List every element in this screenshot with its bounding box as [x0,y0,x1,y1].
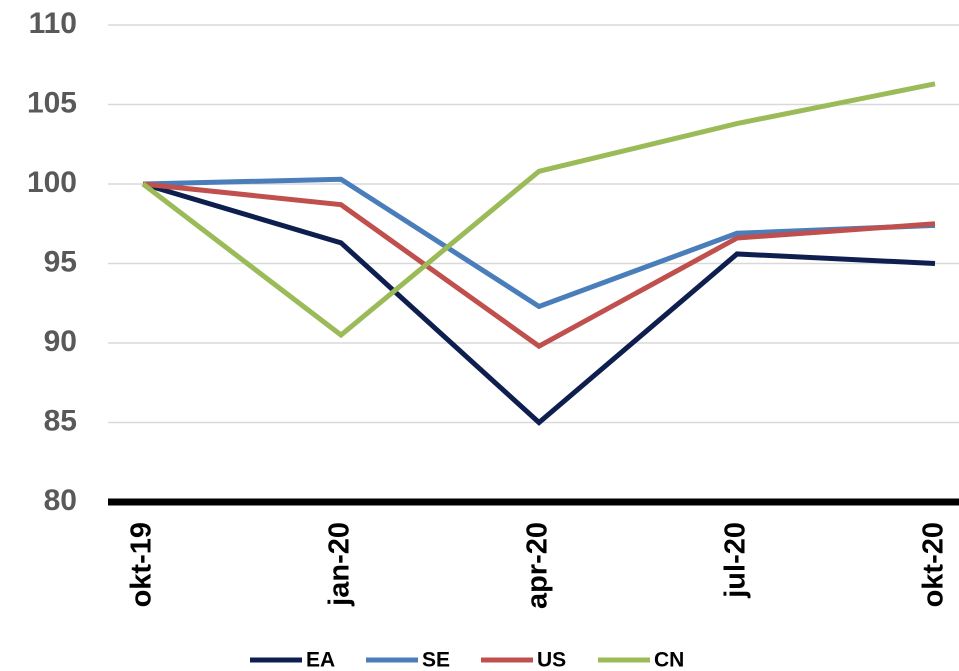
y-tick-label: 95 [44,245,77,278]
y-tick-label: 85 [44,404,77,437]
x-tick-label: okt-19 [126,522,158,607]
x-tick-label: okt-20 [918,522,950,607]
series-line [142,181,936,426]
y-tick-label: 105 [27,86,77,119]
x-tick-label: jan-20 [324,522,356,607]
series-line [141,81,936,339]
y-tick-label: 90 [44,325,77,358]
legend-label: EA [306,649,335,671]
y-tick-label: 110 [29,7,77,40]
legend-label: SE [422,649,450,671]
x-tick-label: jul-20 [720,522,752,599]
legend-label: US [537,649,566,671]
series-line [142,176,936,310]
y-tick-label: 80 [44,484,77,517]
x-tick-label: apr-20 [522,522,554,609]
series-line [142,181,936,350]
legend-label: CN [654,649,684,671]
y-tick-label: 100 [27,166,77,199]
